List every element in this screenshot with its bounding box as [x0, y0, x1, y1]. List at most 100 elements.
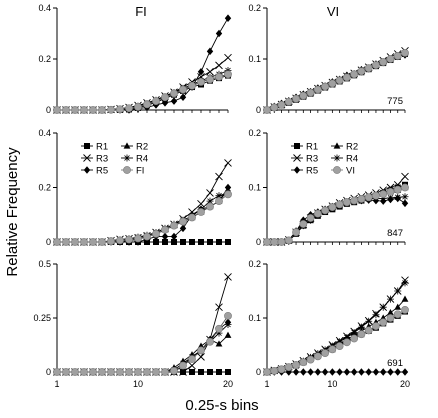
- marker-r4: [401, 193, 409, 201]
- marker-mean: [328, 203, 337, 212]
- marker-r2: [394, 303, 402, 310]
- marker-mean: [62, 368, 70, 376]
- series-markers-r3: [53, 273, 232, 376]
- marker-mean: [161, 93, 169, 102]
- marker-mean: [152, 229, 160, 238]
- marker-r3: [224, 273, 232, 281]
- marker-mean: [123, 166, 131, 174]
- marker-r5: [314, 368, 322, 376]
- series-markers-vi: [263, 305, 409, 376]
- legend: R1 R2 R3 R4 R5 VI: [291, 142, 358, 177]
- marker-mean: [206, 202, 214, 211]
- series-line-r4: [57, 192, 229, 243]
- marker-r2: [224, 331, 232, 338]
- marker-mean: [379, 318, 388, 327]
- marker-r4: [350, 329, 358, 337]
- marker-r5: [372, 368, 380, 376]
- legend-label-r3: R3: [306, 154, 318, 165]
- marker-r5: [161, 232, 169, 241]
- marker-r5: [401, 199, 409, 208]
- marker-mean: [335, 342, 344, 350]
- marker-mean: [161, 225, 169, 234]
- marker-r5: [224, 318, 232, 327]
- marker-mean: [284, 363, 293, 372]
- x-tick-label: 20: [400, 379, 410, 389]
- marker-r4: [357, 323, 365, 331]
- marker-mean: [179, 217, 187, 226]
- marker-mean: [270, 367, 279, 375]
- marker-r5: [170, 97, 178, 105]
- marker-mean: [134, 103, 142, 111]
- marker-r2: [215, 340, 223, 347]
- x-tick-label: 10: [133, 379, 143, 389]
- marker-mean: [134, 368, 142, 376]
- marker-mean: [89, 106, 97, 114]
- legend-label-r2: R2: [346, 142, 358, 153]
- marker-mean: [292, 94, 300, 103]
- marker-r1: [216, 369, 222, 375]
- marker-r4: [123, 154, 131, 162]
- marker-r1: [180, 239, 186, 245]
- marker-r1: [189, 369, 195, 375]
- x-tick-label: 1: [54, 379, 59, 389]
- marker-mean: [53, 238, 61, 246]
- marker-mean: [125, 368, 133, 376]
- marker-mean: [342, 338, 351, 347]
- marker-mean: [350, 70, 359, 79]
- marker-r3: [206, 189, 214, 197]
- legend-label-r2: R2: [136, 142, 148, 153]
- marker-r5: [401, 368, 409, 376]
- marker-mean: [53, 368, 61, 376]
- legend-label-r5: R5: [96, 166, 108, 177]
- marker-mean: [143, 368, 151, 376]
- marker-r4: [379, 303, 387, 311]
- marker-r5: [358, 368, 365, 376]
- marker-mean: [328, 345, 337, 354]
- marker-r1: [153, 239, 159, 245]
- marker-mean: [364, 193, 373, 202]
- marker-mean: [170, 221, 178, 230]
- y-tick-label: 0.1: [248, 183, 261, 193]
- marker-mean: [313, 352, 322, 361]
- marker-r3: [188, 361, 196, 370]
- marker-r1: [294, 143, 300, 149]
- marker-mean: [321, 206, 330, 215]
- y-tick-label: 0.2: [248, 3, 261, 13]
- series-markers-r4: [53, 320, 232, 376]
- marker-mean: [152, 97, 160, 105]
- marker-mean: [270, 103, 279, 112]
- y-tick-label: 0.1: [248, 54, 261, 64]
- panel-fi-bottom: 0 0.25 0.5 1 10 20: [33, 259, 233, 389]
- marker-mean: [107, 105, 115, 114]
- marker-mean: [263, 106, 271, 114]
- marker-mean: [170, 367, 178, 375]
- marker-r5: [224, 183, 232, 192]
- y-tick-label: 0: [46, 105, 51, 115]
- legend-label-r3: R3: [96, 154, 108, 165]
- y-tick-label: 0.2: [38, 54, 51, 64]
- marker-mean: [116, 105, 124, 114]
- marker-mean: [401, 305, 409, 314]
- marker-mean: [372, 322, 380, 330]
- marker-r4: [215, 329, 223, 337]
- x-axis-title: 0.25-s bins: [185, 397, 258, 414]
- marker-mean: [277, 101, 286, 109]
- marker-mean: [188, 213, 196, 222]
- series-markers-fi: [53, 311, 232, 376]
- marker-mean: [393, 185, 402, 194]
- marker-r5: [292, 368, 300, 376]
- marker-r1: [216, 239, 222, 245]
- marker-mean: [284, 97, 293, 106]
- marker-r5: [336, 368, 343, 376]
- y-tick-label: 0.5: [38, 259, 51, 269]
- marker-mean: [206, 75, 214, 84]
- marker-mean: [393, 52, 402, 60]
- marker-mean: [188, 81, 196, 90]
- marker-mean: [188, 355, 196, 363]
- marker-r3: [206, 67, 214, 76]
- series-markers-r2: [53, 331, 232, 375]
- panel-fi-mid: 0 0.2 0.4 R1 R2 R3 R4 R5 FI: [38, 128, 232, 247]
- marker-r1: [171, 239, 177, 245]
- y-tick-label: 0: [46, 237, 51, 247]
- marker-r5: [179, 224, 187, 233]
